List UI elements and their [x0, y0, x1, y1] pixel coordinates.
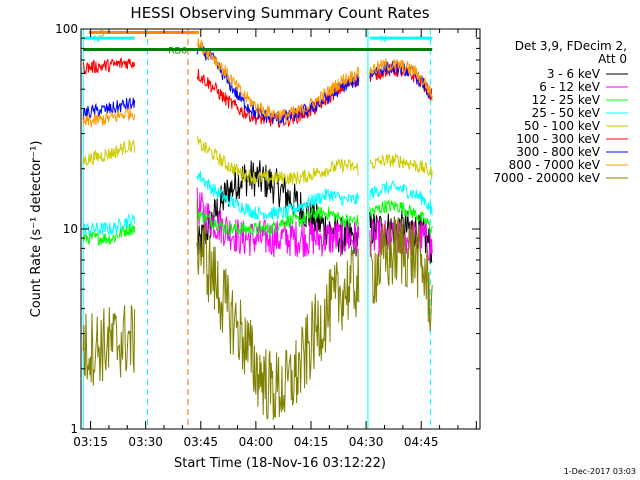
legend-label: 6 - 12 keV	[539, 80, 601, 94]
chart-title: HESSI Observing Summary Count Rates	[130, 4, 429, 22]
legend-label: 100 - 300 keV	[516, 132, 600, 146]
series-100-300keV-segment-0	[82, 57, 136, 76]
series-7000-20000keV-segment-1	[196, 199, 360, 421]
legend-header-line-1: Det 3,9, FDecim 2,	[515, 39, 627, 53]
series-12-25keV-segment-0	[82, 223, 136, 246]
legend-label: 300 - 800 keV	[516, 145, 600, 159]
series-6-12keV-segment-0	[196, 187, 360, 258]
series-7000-20000keV-segment-2	[369, 216, 433, 332]
series-50-100keV-segment-0	[82, 138, 136, 167]
x-axis-label: Start Time (18-Nov-16 03:12:22)	[174, 456, 386, 471]
series-12-25keV-segment-1	[196, 206, 360, 237]
legend-label: 50 - 100 keV	[524, 119, 601, 133]
series-12-25keV-segment-2	[369, 198, 433, 235]
series-7000-20000keV-segment-0	[82, 305, 136, 386]
y-tick-label: 1	[70, 422, 78, 436]
flag-label-2: N	[380, 35, 387, 45]
series-800-7000keV-segment-2	[369, 58, 433, 102]
axes: 1 10 100 03:15 03:30 03:45 04:00 04:15 04:30 04:4…	[55, 22, 480, 449]
x-tick-label: 04:00	[239, 435, 274, 449]
legend-label: 800 - 7000 keV	[509, 158, 601, 172]
legend-label: 25 - 50 keV	[532, 106, 601, 120]
series-25-50keV-segment-2	[369, 179, 433, 216]
series-25-50keV-segment-0	[82, 213, 136, 236]
flag-label-3: RD6	[168, 46, 187, 56]
legend-header-line-2: Att 0	[598, 52, 627, 66]
series-800-7000keV-segment-0	[82, 106, 136, 128]
flag-label-0: S	[99, 30, 105, 40]
series-25-50keV-segment-1	[196, 170, 360, 221]
y-axis-label: Count Rate (s⁻¹ detector⁻¹)	[29, 141, 44, 318]
legend-label: 7000 - 20000 keV	[493, 171, 600, 185]
footer-timestamp: 1-Dec-2017 03:03	[564, 467, 636, 476]
x-tick-label: 04:45	[404, 435, 439, 449]
series-50-100keV-segment-1	[196, 136, 360, 186]
x-tick-label: 03:30	[128, 435, 163, 449]
y-tick-label: 10	[63, 222, 78, 236]
legend-label: 12 - 25 keV	[532, 93, 601, 107]
x-tick-label: 04:30	[349, 435, 384, 449]
legend-label: 3 - 6 keV	[547, 67, 601, 81]
x-tick-label: 03:15	[73, 435, 108, 449]
x-tick-label: 04:15	[294, 435, 329, 449]
series-300-800keV-segment-0	[82, 97, 136, 120]
x-tick-label: 03:45	[183, 435, 218, 449]
series-800-7000keV-segment-1	[196, 37, 360, 122]
flag-label-1: N	[93, 35, 100, 45]
series-50-100keV-segment-2	[369, 153, 433, 180]
y-tick-label: 100	[55, 22, 78, 36]
